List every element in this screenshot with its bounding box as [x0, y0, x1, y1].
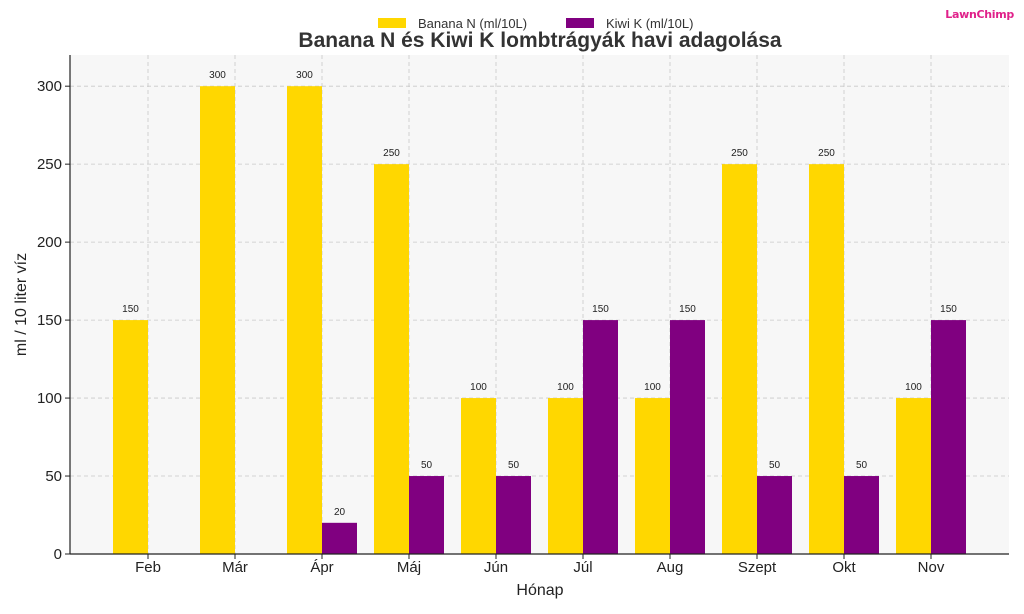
- y-tick-label: 200: [37, 234, 62, 251]
- legend-swatch-banana: [378, 18, 406, 28]
- y-tick-label: 50: [45, 468, 62, 485]
- axes: 0 50 100 150 200 250 300 Feb Már Ápr Máj Jún Júl Aug S…: [37, 55, 1009, 576]
- data-label: 250: [818, 148, 835, 159]
- data-label: 250: [731, 148, 748, 159]
- bar-banana-Ápr: [287, 86, 322, 554]
- chart-title: Banana N és Kiwi K lombtrágyák havi adag…: [298, 29, 781, 52]
- bar-banana-Nov: [896, 398, 931, 554]
- x-tick-label: Nov: [918, 559, 945, 576]
- data-label: 50: [421, 460, 433, 471]
- bar-kiwi-Ápr: [322, 522, 357, 554]
- data-label: 150: [592, 304, 609, 315]
- bar-banana-Már: [200, 86, 235, 554]
- x-tick-label: Aug: [657, 559, 684, 576]
- data-label: 100: [644, 382, 661, 393]
- y-axis-label: ml / 10 liter víz: [13, 253, 30, 356]
- bar-kiwi-Okt: [844, 476, 879, 554]
- bar-banana-Jún: [461, 398, 496, 554]
- data-label: 300: [296, 70, 313, 81]
- x-tick-label: Már: [222, 559, 248, 576]
- bar-banana-Feb: [113, 320, 148, 554]
- bar-banana-Máj: [374, 164, 409, 554]
- x-tick-label: Jún: [484, 559, 508, 576]
- x-tick-label: Júl: [573, 559, 592, 576]
- data-label: 100: [905, 382, 922, 393]
- data-label: 100: [557, 382, 574, 393]
- data-label: 150: [679, 304, 696, 315]
- bar-banana-Aug: [635, 398, 670, 554]
- bar-banana-Júl: [548, 398, 583, 554]
- bar-kiwi-Júl: [583, 320, 618, 554]
- lawnchimp-logo: LawnChimp: [945, 8, 1014, 21]
- x-tick-label: Máj: [397, 559, 421, 576]
- data-label: 250: [383, 148, 400, 159]
- legend-label-banana: Banana N (ml/10L): [418, 16, 527, 31]
- data-label: 50: [508, 460, 520, 471]
- y-tick-label: 150: [37, 312, 62, 329]
- data-label: 300: [209, 70, 226, 81]
- bar-kiwi-Aug: [670, 320, 705, 554]
- bar-kiwi-Szept: [757, 476, 792, 554]
- bars: [113, 86, 966, 554]
- data-label: 150: [122, 304, 139, 315]
- y-tick-label: 250: [37, 156, 62, 173]
- x-tick-label: Szept: [738, 559, 777, 576]
- x-axis-label: Hónap: [516, 582, 563, 599]
- x-tick-label: Feb: [135, 559, 161, 576]
- legend-label-kiwi: Kiwi K (ml/10L): [606, 16, 693, 31]
- y-tick-label: 300: [37, 78, 62, 95]
- x-tick-label: Ápr: [310, 559, 333, 576]
- data-label: 20: [334, 507, 346, 518]
- legend: Banana N (ml/10L) Kiwi K (ml/10L): [378, 16, 693, 31]
- bar-kiwi-Nov: [931, 320, 966, 554]
- data-label: 50: [769, 460, 781, 471]
- legend-swatch-kiwi: [566, 18, 594, 28]
- data-label: 100: [470, 382, 487, 393]
- data-label: 150: [940, 304, 957, 315]
- y-tick-label: 0: [54, 546, 62, 563]
- bar-kiwi-Jún: [496, 476, 531, 554]
- data-label: 50: [856, 460, 868, 471]
- y-tick-label: 100: [37, 390, 62, 407]
- data-labels: 150 300 300 250 100 100 100 250 250 100 20 50 50 150 1…: [122, 70, 957, 518]
- x-tick-label: Okt: [832, 559, 856, 576]
- bar-banana-Szept: [722, 164, 757, 554]
- bar-kiwi-Máj: [409, 476, 444, 554]
- bar-banana-Okt: [809, 164, 844, 554]
